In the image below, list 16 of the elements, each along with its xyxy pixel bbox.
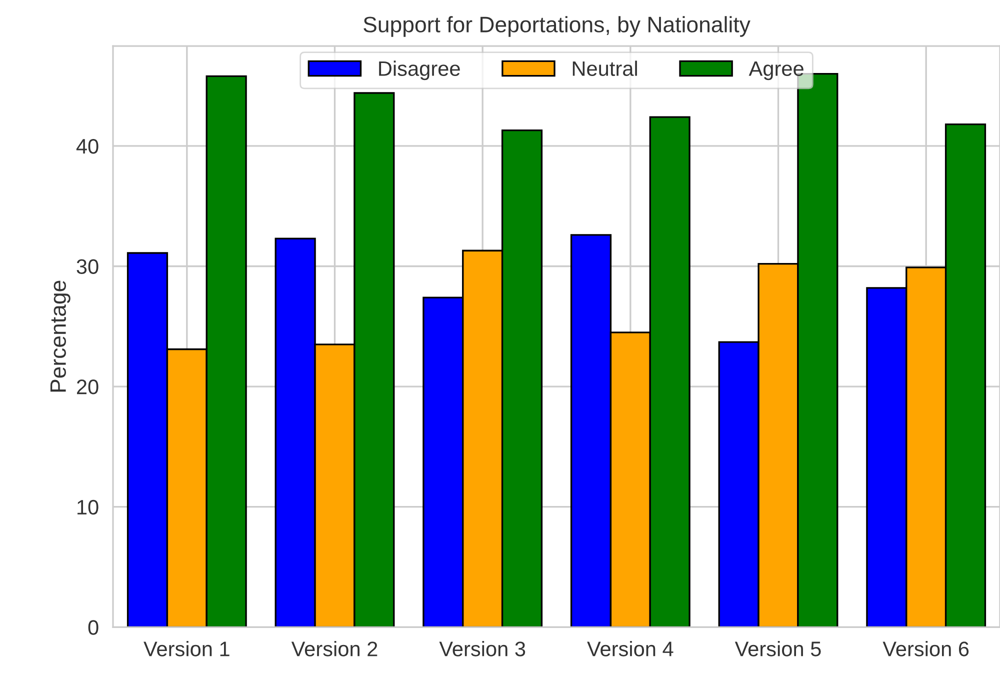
y-axis-title: Percentage: [50, 280, 70, 392]
y-tick-label: 20: [76, 380, 98, 394]
y-tick-label: 40: [76, 138, 98, 154]
x-tick-label: Version 5: [734, 641, 821, 656]
legend-label: Disagree: [379, 60, 460, 80]
x-tick-label: Version 4: [587, 641, 674, 656]
x-tick-label: Version 6: [882, 641, 969, 656]
y-tick-label: 10: [78, 500, 98, 515]
y-tick-label: 0: [88, 620, 98, 635]
x-tick-label: Version 2: [291, 641, 378, 656]
y-tick-label: 30: [76, 259, 98, 274]
chart-title: Support for Deportations, by Nationality: [364, 16, 750, 37]
x-tick-label: Version 1: [144, 641, 230, 656]
legend-label: Agree: [748, 61, 804, 80]
legend-label: Neutral: [572, 60, 637, 76]
x-tick-label: Version 3: [439, 641, 526, 656]
